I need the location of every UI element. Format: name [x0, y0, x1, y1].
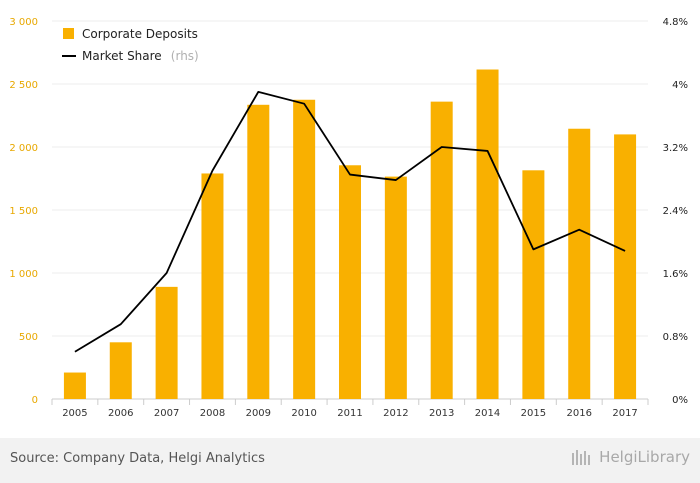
y-axis-left: 0 500 1 000 1 500 2 000 2 500 3 000: [9, 17, 38, 406]
y-left-tick-label: 1 000: [9, 269, 38, 280]
legend-swatch-corporate-deposits: [63, 28, 74, 39]
library-logo-icon: [572, 450, 591, 465]
x-tick-label: 2005: [62, 408, 87, 419]
bar: [63, 372, 86, 399]
y-right-tick-label: 0%: [672, 395, 688, 406]
bar: [430, 101, 453, 399]
y-left-tick-label: 0: [32, 395, 38, 406]
y-right-tick-label: 4%: [672, 80, 688, 91]
y-left-tick-label: 2 000: [9, 143, 38, 154]
bar: [522, 170, 545, 399]
x-tick-label: 2009: [246, 408, 271, 419]
bar: [109, 342, 132, 399]
x-tick-label: 2007: [154, 408, 179, 419]
legend-label-market-share: Market Share: [82, 49, 162, 63]
y-right-tick-label: 0.8%: [663, 332, 688, 343]
legend: Corporate Deposits Market Share (rhs): [62, 27, 199, 64]
x-tick-label: 2006: [108, 408, 133, 419]
y-left-tick-label: 2 500: [9, 80, 38, 91]
x-tick-label: 2010: [291, 408, 316, 419]
bar: [155, 286, 178, 399]
bar: [476, 69, 499, 399]
bar: [201, 173, 224, 399]
bar: [293, 99, 316, 399]
bar: [247, 104, 270, 399]
brand: HelgiLibrary: [571, 448, 690, 466]
y-right-tick-label: 2.4%: [663, 206, 688, 217]
line-group: [74, 90, 626, 353]
x-tick-label: 2017: [612, 408, 637, 419]
x-tick-label: 2012: [383, 408, 408, 419]
source-text: Source: Company Data, Helgi Analytics: [10, 451, 265, 466]
x-tick-label: 2013: [429, 408, 454, 419]
x-tick-label: 2014: [475, 408, 500, 419]
chart: 0 500 1 000 1 500 2 000 2 500 3 000 0% 0.8% 1.6%…: [9, 17, 688, 419]
bar: [384, 176, 407, 399]
y-left-tick-label: 1 500: [9, 206, 38, 217]
brand-name: HelgiLibrary: [599, 448, 690, 466]
x-tick-label: 2011: [337, 408, 362, 419]
x-axis: 2005 2006 2007 2008 2009 2010 2011 2012 2013 2014…: [51, 399, 649, 419]
bar: [614, 134, 637, 399]
legend-label-rhs: (rhs): [171, 49, 199, 63]
x-tick-label: 2016: [567, 408, 592, 419]
footer: Source: Company Data, Helgi Analytics He…: [0, 438, 700, 483]
y-axis-right: 0% 0.8% 1.6% 2.4% 3.2% 4% 4.8%: [663, 17, 688, 406]
y-right-tick-label: 1.6%: [663, 269, 688, 280]
bar: [568, 128, 591, 400]
market-share-line: [74, 90, 626, 353]
bars-group: [63, 69, 637, 400]
y-left-tick-label: 3 000: [9, 17, 38, 28]
legend-label-market-share-group: Market Share (rhs): [82, 45, 199, 64]
legend-label-corporate-deposits: Corporate Deposits: [82, 27, 198, 41]
bar: [339, 165, 361, 399]
x-tick-label: 2015: [521, 408, 546, 419]
y-left-tick-label: 500: [19, 332, 38, 343]
x-tick-label: 2008: [200, 408, 225, 419]
y-right-tick-label: 4.8%: [663, 17, 688, 28]
y-right-tick-label: 3.2%: [663, 143, 688, 154]
